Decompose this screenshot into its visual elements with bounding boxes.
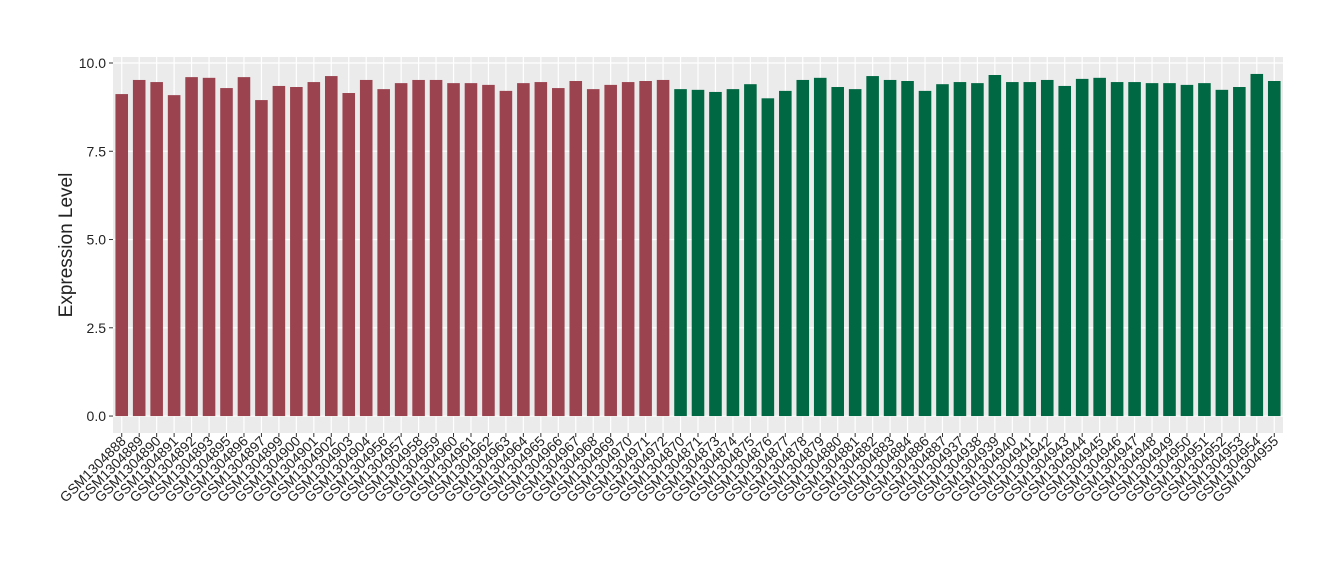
y-tick-label: 0.0 [87, 408, 107, 424]
bar [1058, 85, 1072, 417]
bar [691, 89, 705, 417]
bar [813, 77, 827, 417]
bar [342, 93, 356, 417]
bar [1023, 82, 1037, 417]
y-axis-title: Expression Level [56, 173, 77, 318]
bar [744, 84, 757, 417]
bar [464, 83, 478, 417]
bar [936, 84, 949, 417]
bar [185, 77, 198, 417]
bar [132, 79, 146, 417]
bar [447, 83, 460, 417]
bar [918, 90, 932, 417]
bar [779, 90, 792, 417]
bar [1250, 73, 1264, 417]
bar [569, 81, 583, 417]
bar [534, 82, 548, 417]
bar [115, 94, 129, 417]
bar [831, 87, 844, 417]
bar [674, 89, 687, 417]
bar [552, 88, 565, 417]
bar [1180, 84, 1194, 417]
bar [307, 82, 321, 417]
bar [1110, 82, 1124, 417]
bar [586, 89, 600, 417]
bar [604, 84, 617, 417]
bar [272, 85, 286, 417]
bar [848, 89, 862, 417]
bar [901, 81, 914, 417]
bar [324, 76, 338, 417]
bar [639, 81, 652, 417]
bar [1267, 81, 1281, 417]
bar [255, 100, 268, 417]
bar [988, 75, 1002, 417]
bar [1128, 82, 1141, 417]
bar [621, 82, 635, 417]
bar [359, 79, 373, 417]
bar [866, 76, 879, 417]
y-tick-label: 2.5 [87, 320, 107, 336]
bar [377, 89, 390, 417]
bar [499, 90, 513, 417]
bar [202, 77, 216, 417]
y-tick-label: 7.5 [87, 143, 107, 159]
bar [1075, 78, 1089, 417]
bar [726, 89, 740, 417]
y-tick-label: 5.0 [87, 232, 107, 248]
bar [237, 77, 251, 417]
bar [517, 83, 530, 417]
bar [1006, 82, 1019, 417]
bar [1163, 83, 1176, 417]
bar [883, 79, 897, 417]
bar [150, 82, 163, 417]
bar [971, 83, 984, 417]
bar [953, 82, 967, 417]
bar [709, 91, 722, 417]
bar [482, 84, 495, 417]
y-tick-label: 10.0 [79, 55, 106, 71]
bar [656, 79, 670, 417]
bar [220, 88, 233, 417]
bar [1233, 87, 1246, 417]
bar [167, 95, 181, 417]
bar [796, 79, 810, 417]
bar [1198, 83, 1211, 417]
bar [429, 79, 443, 417]
bar [1145, 83, 1159, 417]
bar [1093, 77, 1106, 417]
bar [394, 83, 408, 417]
bar [1215, 89, 1229, 417]
bar [412, 79, 425, 417]
bar [290, 87, 303, 417]
bar [1040, 79, 1054, 417]
bar [761, 98, 775, 417]
